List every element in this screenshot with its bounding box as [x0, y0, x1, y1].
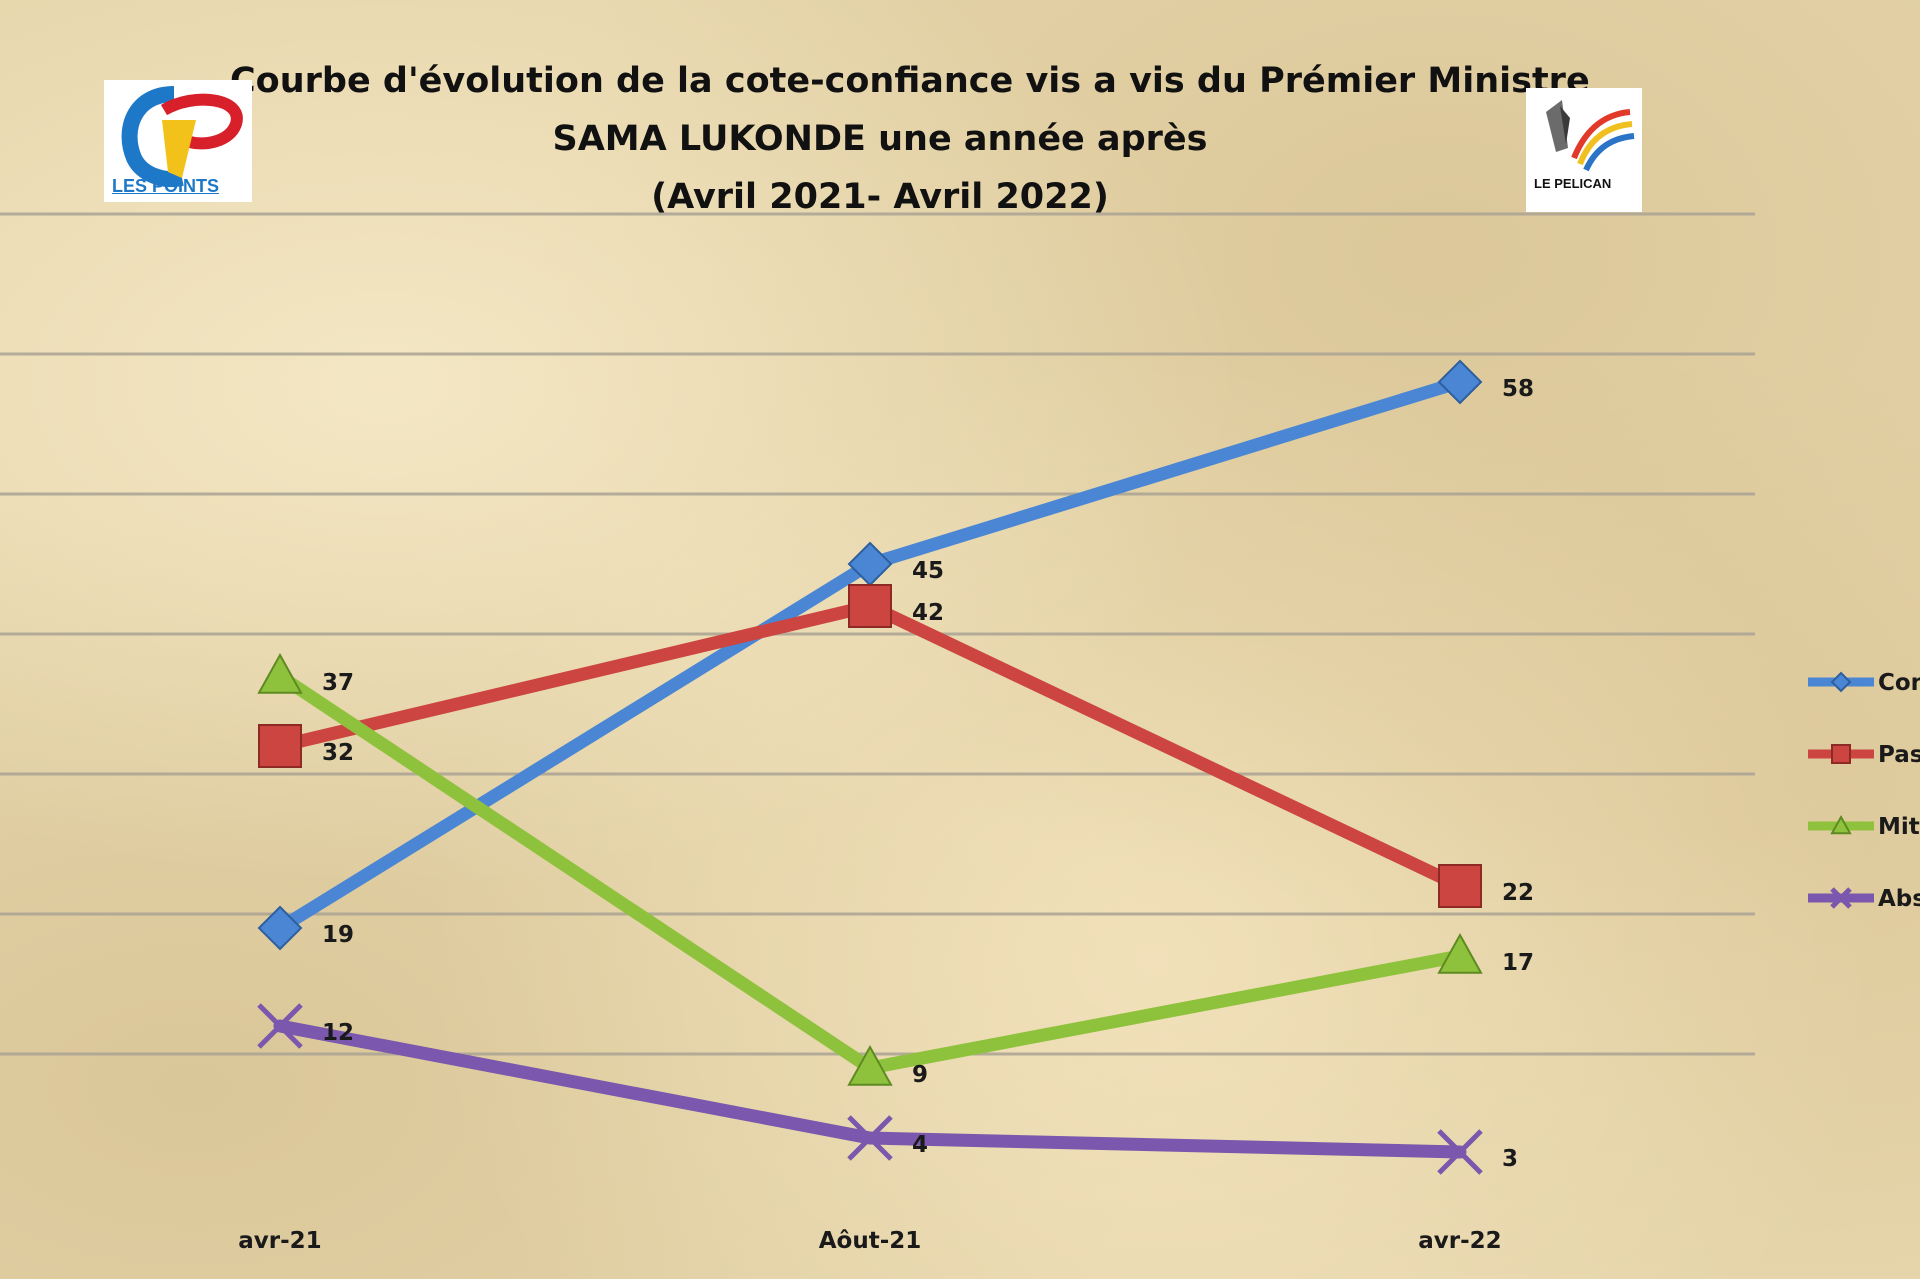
- series-line-0: [273, 375, 1467, 935]
- legend-item-0: Con: [1808, 670, 1920, 696]
- title-line-2: SAMA LUKONDE une année après: [552, 119, 1208, 159]
- data-label-s3-p1: 4: [912, 1132, 928, 1158]
- data-label-s1-p0: 32: [322, 740, 354, 766]
- marker-s0-p2: [1437, 359, 1483, 405]
- data-label-s0-p1: 45: [912, 558, 944, 584]
- legend-label-3: Abs: [1878, 886, 1920, 912]
- legend-item-1: Pas: [1808, 742, 1920, 768]
- legend: Con Pas Mit Abs: [1808, 670, 1920, 912]
- data-label-s2-p2: 17: [1502, 950, 1534, 976]
- marker-s1-p2: [1438, 864, 1482, 908]
- legend-label-2: Mit: [1878, 814, 1920, 840]
- marker-s1-p1: [848, 584, 892, 628]
- marker-s0-p0-shape: [257, 905, 303, 951]
- marker-s1-p1-shape: [848, 584, 892, 628]
- marker-s3-p2: [1437, 1129, 1483, 1175]
- x-tick-label-1: Aôut-21: [819, 1228, 922, 1254]
- title-line-3: (Avril 2021- Avril 2022): [651, 177, 1109, 217]
- x-axis-labels: avr-21 Aôut-21 avr-22: [238, 1228, 1501, 1254]
- marker-s3-p1-stroke-b: [847, 1115, 893, 1161]
- marker-s1-p0: [258, 724, 302, 768]
- legend-marker-0: [1830, 671, 1852, 693]
- marker-s3-p2-stroke-b: [1437, 1129, 1483, 1175]
- data-label-s3-p0: 12: [322, 1020, 354, 1046]
- data-label-s1-p1: 42: [912, 600, 944, 626]
- series-markers: [257, 359, 1483, 1175]
- les-points-logo-text: LES POINTS: [112, 176, 220, 196]
- data-labels: 19 45 58 32 42 22 37 9 17 12 4 3: [322, 376, 1534, 1172]
- data-label-s3-p2: 3: [1502, 1146, 1518, 1172]
- legend-marker-3: [1830, 887, 1852, 909]
- chart-title: Courbe d'évolution de la cote-confiance …: [230, 52, 1590, 226]
- marker-s3-p1: [847, 1115, 893, 1161]
- marker-s2-p1-shape: [847, 1044, 893, 1086]
- les-points-logo-icon: [121, 86, 243, 187]
- marker-s2-p0: [257, 652, 303, 694]
- legend-marker-1: [1831, 744, 1851, 764]
- series-line-3: [273, 1019, 1467, 1159]
- legend-marker-2-shape: [1830, 814, 1852, 835]
- data-label-s2-p0: 37: [322, 670, 354, 696]
- gridlines: [0, 212, 1755, 1056]
- data-label-s2-p1: 9: [912, 1062, 928, 1088]
- series-lines: [273, 375, 1467, 1159]
- legend-label-0: Con: [1878, 670, 1920, 696]
- marker-s0-p2-shape: [1437, 359, 1483, 405]
- marker-s2-p2: [1437, 932, 1483, 974]
- series-line-1: [273, 599, 1467, 893]
- x-tick-label-2: avr-22: [1418, 1228, 1501, 1254]
- data-label-s1-p2: 22: [1502, 880, 1534, 906]
- marker-s2-p0-shape: [257, 652, 303, 694]
- le-pelican-logo-text: LE PELICAN: [1534, 176, 1612, 191]
- marker-s3-p0: [257, 1003, 303, 1049]
- le-pelican-logo: LE PELICAN: [1526, 88, 1642, 212]
- marker-s0-p0: [257, 905, 303, 951]
- marker-s2-p2-shape: [1437, 932, 1483, 974]
- marker-s1-p2-shape: [1438, 864, 1482, 908]
- x-tick-label-0: avr-21: [238, 1228, 321, 1254]
- legend-item-3: Abs: [1808, 886, 1920, 912]
- marker-s3-p0-stroke-b: [257, 1003, 303, 1049]
- marker-s1-p0-shape: [258, 724, 302, 768]
- legend-marker-3-stroke-b: [1830, 887, 1852, 909]
- legend-label-1: Pas: [1878, 742, 1920, 768]
- le-pelican-logo-icon: [1546, 100, 1635, 172]
- title-line-1: Courbe d'évolution de la cote-confiance …: [230, 61, 1590, 101]
- legend-item-2: Mit: [1808, 814, 1920, 840]
- series-line-2: [273, 669, 1467, 1075]
- les-points-logo: LES POINTS: [104, 80, 252, 202]
- data-label-s0-p0: 19: [322, 922, 354, 948]
- legend-marker-2: [1830, 814, 1852, 835]
- legend-marker-0-shape: [1830, 671, 1852, 693]
- marker-s2-p1: [847, 1044, 893, 1086]
- data-label-s0-p2: 58: [1502, 376, 1534, 402]
- legend-marker-1-shape: [1831, 744, 1851, 764]
